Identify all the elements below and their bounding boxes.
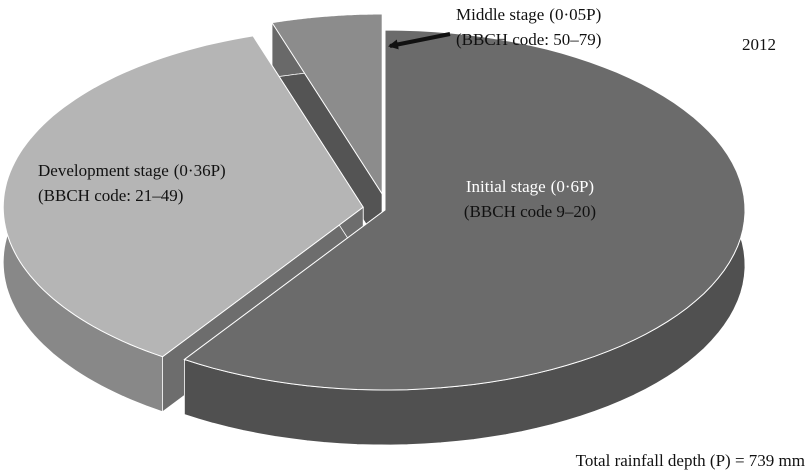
slice-label: Middle stage (0·05P) <box>456 5 601 24</box>
slice <box>2 35 364 358</box>
slice-label: Development stage (0·36P) <box>38 161 226 180</box>
category-label: Initial stage <box>466 177 546 196</box>
category-label: Middle stage <box>456 5 544 24</box>
note: Total rainfall depth (P) = 739 mm <box>576 451 805 470</box>
arrow <box>388 32 451 50</box>
value-label: (0·6P) <box>551 177 594 196</box>
slice-label: Initial stage (0·6P) <box>466 177 594 196</box>
slice <box>183 29 746 391</box>
pie <box>2 13 746 446</box>
year-label: 2012 <box>742 35 776 54</box>
value-label: (0·05P) <box>549 5 601 24</box>
code-label: (BBCH code 9–20) <box>464 202 596 221</box>
code-label: (BBCH code: 21–49) <box>38 186 183 205</box>
code-label: (BBCH code: 50–79) <box>456 30 601 49</box>
category-label: Development stage <box>38 161 169 180</box>
value-label: (0·36P) <box>174 161 226 180</box>
slice <box>271 13 383 196</box>
